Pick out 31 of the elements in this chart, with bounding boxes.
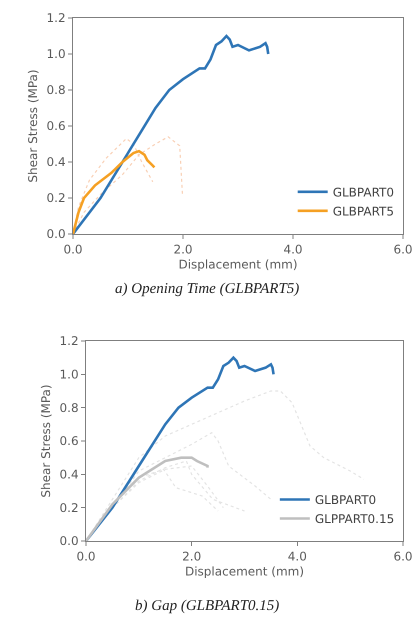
- x-tick-label: 0.0: [76, 549, 96, 564]
- y-tick-label: 0.8: [46, 83, 66, 98]
- x-tick-label: 4.0: [288, 549, 307, 564]
- legend-label: GLBPART0: [314, 493, 376, 508]
- text: a) Opening Time (GLBPART5): [115, 281, 300, 297]
- x-tick-label: 6.0: [393, 242, 413, 256]
- y-tick-label: 0.4: [46, 155, 66, 170]
- y-tick-label: 1.0: [46, 47, 66, 62]
- x-tick-label: 4.0: [283, 242, 303, 256]
- y-tick-label: 0.2: [60, 500, 79, 515]
- y-axis-title: Shear Stress (MPa): [26, 69, 40, 183]
- y-axis-title: Shear Stress (MPa): [38, 384, 53, 498]
- y-tick-label: 1.0: [60, 368, 79, 382]
- y-tick-label: 0.0: [46, 227, 66, 242]
- x-axis-title: Displacement (mm): [178, 257, 298, 272]
- x-tick-label: 6.0: [393, 549, 413, 564]
- y-tick-label: 1.2: [60, 334, 79, 348]
- y-tick-label: 0.6: [60, 434, 79, 448]
- legend-label: GLBPART0: [332, 186, 394, 200]
- legend-label: GLPPART0.15: [314, 512, 394, 526]
- y-tick-label: 1.2: [46, 11, 66, 26]
- y-tick-label: 0.4: [60, 468, 79, 482]
- y-tick-label: 0.2: [46, 191, 66, 206]
- text: b) Gap (GLBPART0.15): [135, 598, 280, 614]
- x-tick-label: 2.0: [173, 242, 193, 256]
- x-axis-title: Displacement (mm): [184, 564, 304, 578]
- y-tick-label: 0.0: [60, 534, 79, 548]
- x-tick-label: 2.0: [182, 549, 202, 564]
- y-tick-label: 0.6: [46, 119, 66, 134]
- y-tick-label: 0.8: [60, 400, 79, 415]
- legend-label: GLBPART5: [332, 204, 394, 219]
